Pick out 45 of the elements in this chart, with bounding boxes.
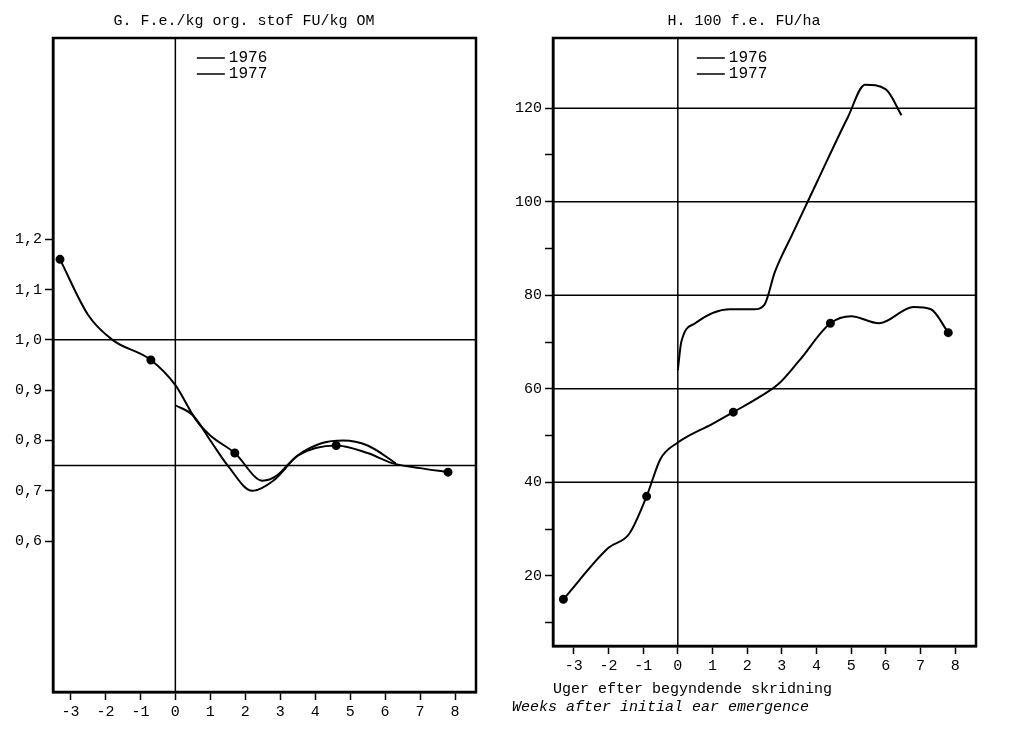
x-tick-label: 2 bbox=[742, 657, 752, 675]
x-tick-label: 1 bbox=[205, 703, 215, 721]
x-tick-label: 0 bbox=[170, 703, 180, 721]
legend-label: 1977 bbox=[728, 65, 768, 84]
chart-title: H. 100 f.e. FU/ha bbox=[667, 12, 821, 30]
x-tick-label: 4 bbox=[812, 657, 822, 675]
y-tick-label: 100 bbox=[514, 193, 542, 211]
y-tick-label: 1,1 bbox=[14, 281, 42, 299]
y-tick-label: 1,0 bbox=[14, 331, 42, 349]
x-tick-label: -3 bbox=[61, 703, 80, 721]
x-axis-title: Uger efter begyndende skridning bbox=[553, 680, 833, 698]
x-tick-label: 8 bbox=[950, 657, 960, 675]
x-tick-label: 3 bbox=[275, 703, 285, 721]
x-tick-label: -2 bbox=[96, 703, 115, 721]
legend-label: 1977 bbox=[228, 65, 268, 84]
y-tick-label: 80 bbox=[523, 287, 542, 305]
x-tick-label: -1 bbox=[131, 703, 150, 721]
x-tick-label: 3 bbox=[777, 657, 787, 675]
y-tick-label: 0,7 bbox=[14, 482, 42, 500]
y-tick-label: 60 bbox=[523, 380, 542, 398]
x-tick-label: -1 bbox=[634, 657, 653, 675]
y-tick-label: 0,8 bbox=[14, 432, 42, 450]
x-tick-label: 5 bbox=[846, 657, 856, 675]
text: Weeks after initial ear emergence bbox=[512, 699, 810, 716]
x-tick-label: 7 bbox=[916, 657, 926, 675]
y-tick-label: 120 bbox=[514, 100, 542, 118]
x-tick-label: 6 bbox=[380, 703, 390, 721]
x-tick-label: 2 bbox=[240, 703, 250, 721]
y-tick-label: 0,6 bbox=[14, 533, 42, 551]
x-tick-label: 0 bbox=[673, 657, 683, 675]
x-tick-label: 1 bbox=[707, 657, 717, 675]
x-tick-label: -2 bbox=[599, 657, 618, 675]
x-tick-label: 4 bbox=[310, 703, 320, 721]
x-tick-label: 8 bbox=[450, 703, 460, 721]
y-tick-label: 0,9 bbox=[14, 382, 42, 400]
chart-title: G. F.e./kg org. stof FU/kg OM bbox=[113, 12, 375, 30]
y-tick-label: 40 bbox=[523, 474, 542, 492]
x-tick-label: 6 bbox=[881, 657, 891, 675]
x-tick-label: -3 bbox=[564, 657, 583, 675]
y-tick-label: 20 bbox=[523, 567, 542, 585]
y-tick-label: 1,2 bbox=[14, 231, 42, 249]
legend-label: 1976 bbox=[728, 49, 768, 68]
legend-label: 1976 bbox=[228, 49, 268, 68]
x-tick-label: 7 bbox=[415, 703, 425, 721]
x-tick-label: 5 bbox=[345, 703, 355, 721]
